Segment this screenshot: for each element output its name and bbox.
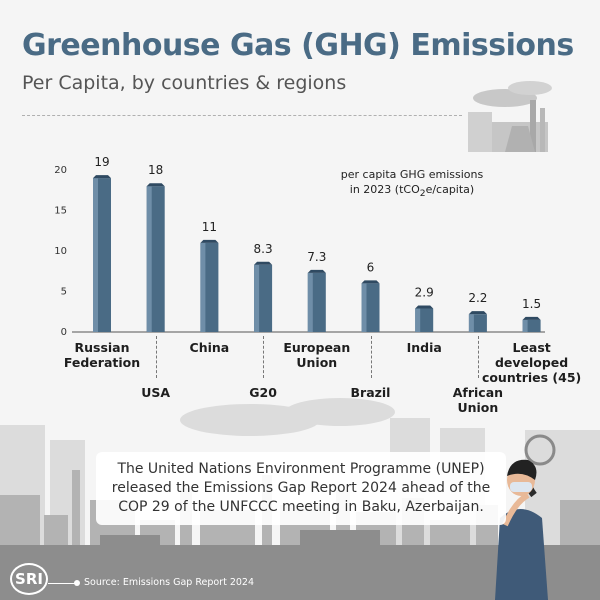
bar-top	[254, 261, 273, 265]
bar-highlight	[200, 242, 206, 332]
bar-chart: 0 5 10 15 20 19 18 11 8.3 7.3 6 2.9 2.2 1.5	[54, 155, 545, 338]
bar-value-label: 7.3	[307, 250, 326, 264]
bar-top	[146, 183, 165, 187]
bar-top	[415, 305, 434, 309]
y-tick-label: 10	[54, 246, 67, 257]
category-pointer	[263, 336, 265, 378]
y-tick-label: 20	[54, 165, 67, 176]
bar-highlight	[254, 264, 260, 332]
bar-top	[200, 239, 219, 243]
category-label: India	[406, 340, 442, 355]
logo-dot	[74, 580, 80, 586]
page-title: Greenhouse Gas (GHG) Emissions	[22, 28, 574, 63]
category-label: USA	[141, 385, 171, 400]
bar-highlight	[307, 272, 313, 332]
bar-top	[522, 316, 541, 320]
woman-with-mask-illustration	[495, 434, 556, 600]
sri-logo: SRI	[10, 563, 48, 595]
bar-value-label: 11	[202, 220, 217, 234]
y-tick-label: 15	[54, 206, 67, 217]
bar-highlight	[415, 308, 421, 332]
logo-line	[48, 583, 78, 584]
category-label: G20	[249, 385, 277, 400]
notice-box: The United Nations Environment Programme…	[96, 452, 506, 525]
divider	[22, 115, 462, 116]
bar-highlight	[522, 319, 528, 332]
bar-value-label: 2.9	[415, 286, 434, 300]
bar-top	[468, 311, 487, 315]
bar-top	[361, 280, 380, 284]
bar-top	[307, 269, 326, 273]
category-pointer	[370, 336, 372, 378]
bar-value-label: 18	[148, 163, 163, 177]
category-pointer	[477, 336, 479, 378]
bar-top	[93, 175, 111, 179]
bar-value-label: 2.2	[468, 291, 487, 305]
bar-highlight	[146, 186, 152, 332]
bar-value-label: 6	[367, 260, 375, 274]
category-label: Least developed countries (45)	[481, 340, 582, 385]
bar-value-label: 1.5	[522, 297, 541, 311]
y-tick-label: 5	[61, 287, 67, 298]
bar-highlight	[468, 314, 474, 332]
category-label: European Union	[283, 340, 351, 370]
chart-annotation: per capita GHG emissions in 2023 (tCO2e/c…	[340, 168, 484, 200]
bar-highlight	[93, 178, 98, 332]
category-label: China	[189, 340, 230, 355]
factory-icon	[468, 81, 552, 152]
category-pointer	[155, 336, 157, 378]
category-label: African Union	[452, 385, 504, 415]
category-label: Russian Federation	[63, 340, 141, 370]
y-tick-label: 0	[61, 327, 67, 338]
bar-value-label: 8.3	[254, 242, 273, 256]
bar-highlight	[361, 283, 367, 332]
bar-value-label: 19	[94, 155, 109, 169]
page-subtitle: Per Capita, by countries & regions	[22, 72, 347, 94]
source-text: Source: Emissions Gap Report 2024	[84, 577, 255, 588]
category-label: Brazil	[350, 385, 391, 400]
